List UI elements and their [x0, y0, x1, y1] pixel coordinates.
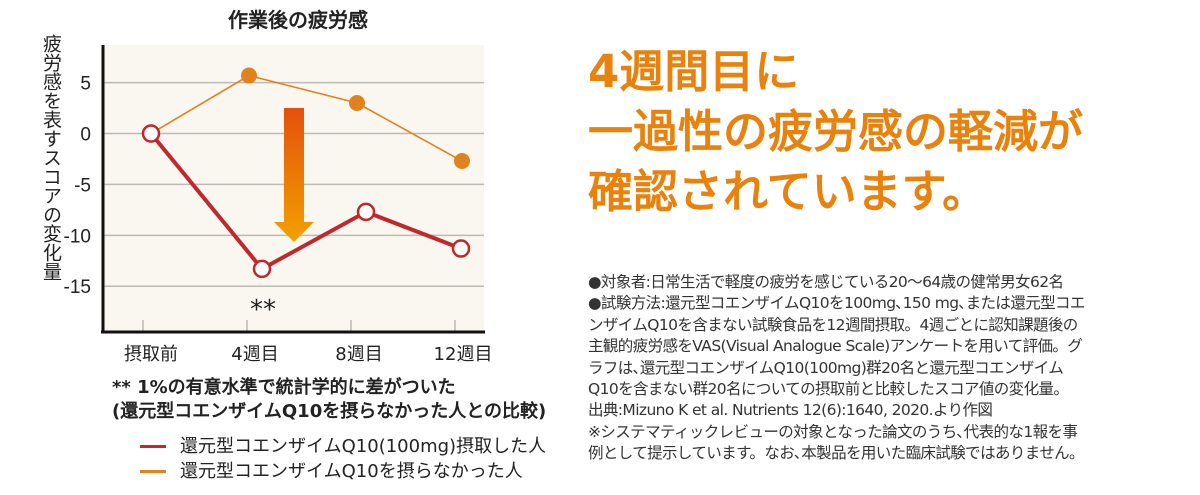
series-line [149, 132, 462, 272]
legend-swatch [140, 445, 166, 448]
note-line: Q10を含まない群20名についての摂取前と比較したスコア値の変化量。 [588, 380, 1069, 399]
note-line: 主観的疲労感をVAS(Visual Analogue Scale)アンケートを用… [588, 337, 1083, 356]
data-point [141, 124, 161, 143]
headline-line: 確認されています。 [588, 165, 988, 218]
significance-marker: ** [250, 295, 276, 325]
data-point [356, 202, 376, 222]
headline: 4週間目に 一過性の疲労感の軽減が 確認されています。 [588, 42, 1083, 222]
y-tick-label: -10 [64, 226, 91, 247]
x-tick-label: 摂取前 [124, 344, 178, 365]
series-line [150, 74, 463, 162]
legend-label: 還元型コエンザイムQ10を摂らなかった人 [180, 461, 523, 482]
legend-swatch [140, 470, 166, 473]
note-line: ンザイムQ10を含まない試験食品を12週間摂取。4週ごとに認知課題後の [588, 315, 1078, 334]
note-line: ●対象者:日常生活で軽度の疲労を感じている20～64歳の健常男女62名 [588, 273, 1064, 291]
legend-label: 還元型コエンザイムQ10(100mg)摂取した人 [180, 436, 547, 457]
note-line: ラフは､還元型コエンザイムQ10(100mg)群20名と還元型コエンザイム [588, 358, 1064, 377]
y-tick-label: -15 [64, 277, 91, 298]
note-line: ※システマティックレビューの対象となった論文のうち､代表的な1報を事 [588, 422, 1078, 441]
footnote: ** 1%の有意水準で統計学的に差がついた [112, 377, 456, 398]
chart-title: 作業後の疲労感 [228, 8, 368, 32]
data-point [454, 153, 470, 170]
data-point [241, 67, 257, 84]
y-tick-label: -5 [74, 175, 91, 196]
headline-line: 一過性の疲労感の軽減が [588, 105, 1084, 158]
note-line: 出典:Mizuno K et al. Nutrients 12(6):1640,… [588, 401, 993, 420]
data-point [252, 259, 272, 279]
significance-note: ** 1%の有意水準で統計学的に差がついた (還元型コエンザイムQ10を摂らなか… [112, 376, 546, 424]
y-tick-label: 0 [80, 125, 91, 146]
y-axis-label: 疲労感を表すスコアの変化量 [40, 34, 62, 281]
chart: 5 0 -5 -10 -15 摂取前 4週目 8週目 12週目 作業後の疲労感 ** [64, 8, 493, 365]
data-point [349, 95, 365, 112]
legend-item: 還元型コエンザイムQ10を摂らなかった人 [140, 459, 546, 484]
study-notes: ●対象者:日常生活で軽度の疲労を感じている20～64歳の健常男女62名 ●試験方… [588, 272, 1198, 465]
x-tick-label: 12週目 [434, 344, 493, 365]
data-point [451, 239, 471, 258]
legend-item: 還元型コエンザイムQ10(100mg)摂取した人 [140, 434, 546, 459]
headline-line: 4週間目に [588, 45, 800, 98]
legend: 還元型コエンザイムQ10(100mg)摂取した人 還元型コエンザイムQ10を摂ら… [140, 434, 546, 484]
x-tick-label: 4週目 [231, 344, 278, 365]
note-line: 例として提示しています。なお､本製品を用いた臨床試験ではありません。 [588, 444, 1085, 463]
y-tick-label: 5 [80, 74, 91, 95]
x-tick-label: 8週目 [335, 344, 382, 365]
note-line: ●試験方法:還元型コエンザイムQ10を100mg､150 mg､または還元型コエ [588, 294, 1085, 313]
footnote-comparison: (還元型コエンザイムQ10を摂らなかった人との比較) [112, 401, 547, 422]
down-arrow-icon [274, 108, 314, 242]
